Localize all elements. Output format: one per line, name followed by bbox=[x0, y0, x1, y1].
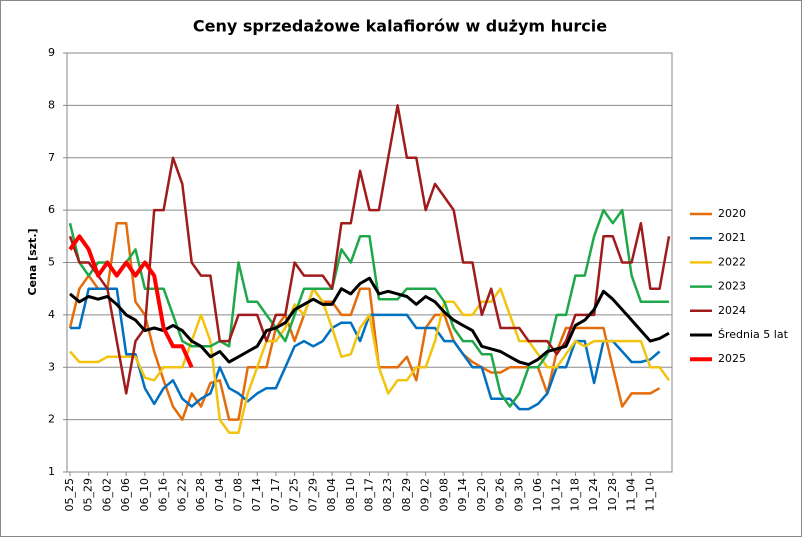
y-tick-label: 7 bbox=[48, 151, 55, 164]
x-tick-label: 10_24 bbox=[587, 478, 600, 512]
x-tick-label: 05_25 bbox=[63, 478, 76, 512]
series-line bbox=[68, 234, 194, 369]
legend-label: 2022 bbox=[718, 255, 746, 268]
x-tick-label: 07_29 bbox=[306, 478, 319, 512]
y-tick-label: 1 bbox=[48, 465, 55, 478]
x-tick-label: 11_10 bbox=[643, 478, 656, 512]
x-tick-label: 10_12 bbox=[550, 478, 563, 512]
x-tick-label: 07_25 bbox=[288, 478, 301, 512]
x-tick-label: 06_28 bbox=[194, 478, 207, 512]
legend-label: 2024 bbox=[718, 304, 746, 317]
y-tick-label: 9 bbox=[48, 46, 55, 59]
x-tick-label: 09_30 bbox=[512, 478, 525, 512]
y-tick-label: 5 bbox=[48, 256, 55, 269]
x-tick-label: 08_17 bbox=[363, 478, 376, 512]
series-line bbox=[69, 287, 671, 434]
x-tick-label: 08_10 bbox=[344, 478, 357, 512]
x-tick-label: 08_23 bbox=[381, 478, 394, 512]
x-tick-label: 10_18 bbox=[568, 478, 581, 512]
series-line bbox=[70, 287, 661, 411]
series-line bbox=[68, 208, 669, 408]
series-line bbox=[69, 276, 670, 367]
x-tick-label: 09_08 bbox=[437, 478, 450, 512]
series-line bbox=[68, 104, 671, 395]
x-tick-label: 09_26 bbox=[494, 478, 507, 512]
legend-label: 2021 bbox=[718, 231, 746, 244]
x-tick-label: 09_02 bbox=[419, 478, 432, 512]
chart-title: Ceny sprzedażowe kalafiorów w dużym hurc… bbox=[193, 17, 607, 36]
y-tick-label: 2 bbox=[48, 413, 55, 426]
x-tick-label: 08_29 bbox=[400, 478, 413, 512]
x-tick-label: 06_06 bbox=[119, 478, 132, 512]
x-tick-label: 06_22 bbox=[175, 478, 188, 512]
x-tick-label: 05_29 bbox=[82, 478, 95, 512]
x-tick-label: 10_28 bbox=[606, 478, 619, 512]
x-tick-label: 09_20 bbox=[475, 478, 488, 512]
x-tick-label: 06_10 bbox=[138, 478, 151, 512]
y-tick-label: 8 bbox=[48, 98, 55, 111]
x-tick-label: 09_14 bbox=[456, 478, 469, 512]
x-tick-label: 07_14 bbox=[250, 478, 263, 512]
x-tick-label: 11_04 bbox=[625, 478, 638, 512]
legend-label: 2025 bbox=[718, 352, 746, 365]
series-line bbox=[68, 221, 661, 421]
y-tick-label: 3 bbox=[48, 360, 55, 373]
legend-label: 2020 bbox=[718, 207, 746, 220]
x-tick-label: 07_17 bbox=[269, 478, 282, 512]
x-tick-label: 06_16 bbox=[157, 478, 170, 512]
legend-label: 2023 bbox=[718, 280, 746, 293]
y-tick-label: 6 bbox=[48, 203, 55, 216]
x-tick-label: 07_04 bbox=[213, 478, 226, 512]
x-tick-label: 08_04 bbox=[325, 478, 338, 512]
x-tick-label: 07_08 bbox=[231, 478, 244, 512]
x-tick-label: 06_02 bbox=[100, 478, 113, 512]
legend-label: Średnia 5 lat bbox=[718, 328, 789, 341]
y-axis-label: Cena [szt.] bbox=[26, 228, 39, 295]
y-tick-label: 4 bbox=[48, 308, 55, 321]
x-tick-label: 10_06 bbox=[531, 478, 544, 512]
